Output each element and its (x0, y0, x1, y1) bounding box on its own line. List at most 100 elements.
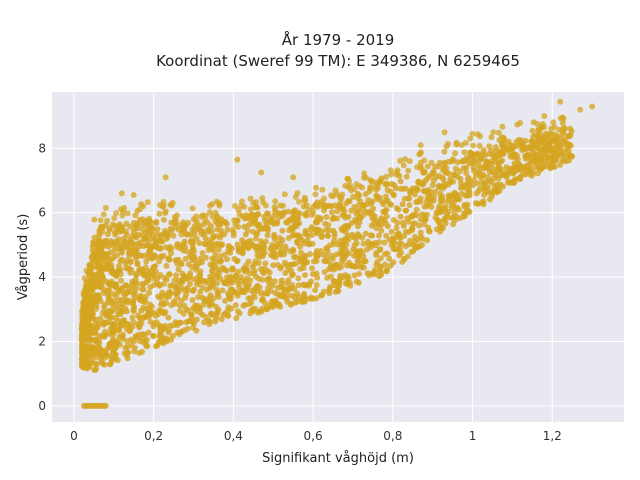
scatter-point (181, 223, 188, 230)
scatter-point (188, 237, 195, 244)
scatter-point (91, 240, 98, 247)
scatter-point (357, 198, 364, 205)
scatter-point (505, 179, 512, 186)
scatter-point (80, 290, 87, 297)
scatter-point (96, 277, 103, 284)
scatter-point (394, 231, 401, 238)
scatter-point (172, 220, 179, 226)
scatter-point (495, 175, 502, 182)
scatter-point (477, 155, 484, 162)
scatter-point (231, 217, 238, 224)
scatter-point (353, 181, 360, 188)
scatter-point (224, 256, 230, 263)
scatter-point (87, 347, 94, 354)
scatter-point (156, 258, 163, 265)
scatter-point (91, 263, 98, 270)
scatter-point (417, 229, 424, 236)
scatter-point (532, 151, 538, 158)
scatter-point (234, 156, 241, 163)
scatter-point (323, 214, 330, 220)
scatter-point (132, 333, 139, 340)
scatter-point (528, 138, 535, 145)
scatter-point (124, 210, 131, 217)
scatter-point (181, 327, 188, 334)
scatter-point (180, 247, 187, 254)
scatter-point (173, 290, 180, 297)
scatter-point (281, 259, 288, 266)
scatter-point (205, 228, 212, 235)
scatter-point (403, 207, 410, 214)
scatter-point (351, 263, 358, 270)
scatter-point (350, 193, 357, 200)
scatter-point (264, 232, 271, 239)
scatter-point (393, 246, 400, 253)
scatter-point (474, 170, 481, 177)
scatter-point (345, 223, 352, 229)
scatter-point (145, 268, 152, 275)
scatter-point (480, 198, 487, 205)
chart-title: År 1979 - 2019 (282, 30, 395, 49)
scatter-point (318, 232, 325, 239)
scatter-point (116, 226, 123, 233)
scatter-point (124, 355, 131, 362)
scatter-point (424, 211, 430, 218)
scatter-point (295, 232, 302, 239)
scatter-point (560, 138, 567, 145)
scatter-point (160, 216, 167, 223)
scatter-point (156, 210, 163, 217)
scatter-point (421, 216, 428, 223)
scatter-point (242, 301, 249, 308)
scatter-point (83, 267, 90, 274)
scatter-point (231, 203, 238, 209)
scatter-point (175, 266, 182, 273)
scatter-point (388, 201, 395, 208)
scatter-point (262, 217, 268, 224)
scatter-point (296, 210, 303, 217)
scatter-point (461, 149, 468, 156)
scatter-point (397, 213, 404, 220)
scatter-point (381, 239, 388, 246)
scatter-point (116, 221, 123, 228)
scatter-point (527, 161, 534, 167)
scatter-point (206, 318, 213, 325)
scatter-point (268, 246, 275, 253)
scatter-point (106, 313, 113, 320)
scatter-point (377, 255, 384, 262)
scatter-point (128, 238, 135, 245)
scatter-point (264, 210, 270, 217)
scatter-point (516, 166, 523, 173)
scatter-point (305, 241, 312, 248)
scatter-point (463, 164, 470, 171)
scatter-point (302, 230, 309, 237)
scatter-point (541, 137, 548, 143)
scatter-point (530, 119, 537, 126)
scatter-point (183, 319, 190, 326)
scatter-point (344, 175, 351, 182)
scatter-point (537, 141, 543, 148)
scatter-point (79, 350, 86, 356)
scatter-point (160, 324, 166, 330)
scatter-point (241, 203, 248, 210)
scatter-point (320, 251, 327, 258)
scatter-point (193, 266, 200, 273)
scatter-point (224, 226, 231, 233)
scatter-point (108, 249, 115, 256)
scatter-point (557, 98, 564, 105)
scatter-point (157, 202, 164, 208)
scatter-point (122, 344, 129, 351)
scatter-point (81, 275, 88, 282)
scatter-point (259, 296, 266, 303)
scatter-point (112, 240, 119, 247)
scatter-point (271, 233, 277, 240)
x-axis-label: Signifikant våghöjd (m) (262, 451, 414, 466)
scatter-point (189, 226, 196, 233)
scatter-point (382, 220, 389, 227)
scatter-point (333, 190, 340, 197)
scatter-point (253, 204, 260, 211)
scatter-point (408, 248, 415, 255)
scatter-point (446, 193, 453, 200)
scatter-point (442, 203, 449, 210)
scatter-point (460, 213, 467, 220)
scatter-point (157, 234, 164, 241)
scatter-point (458, 142, 465, 148)
